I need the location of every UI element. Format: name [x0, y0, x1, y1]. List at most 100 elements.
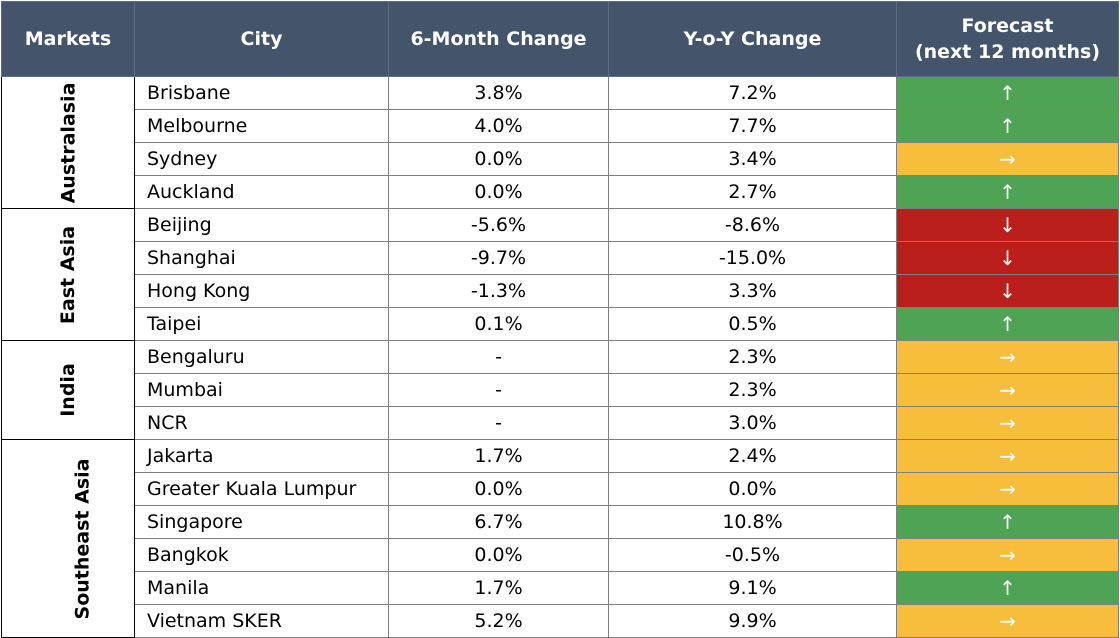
six-month-change-cell: - — [388, 340, 609, 374]
city-cell: Vietnam SKER — [134, 604, 389, 638]
header-forecast-line1: Forecast — [961, 15, 1054, 37]
six-month-change-cell: 0.0% — [388, 142, 609, 176]
six-month-change-cell: 0.0% — [388, 175, 609, 209]
table-row: Sydney 0.0% 3.4% → — [2, 142, 1119, 176]
arrow-up-icon: ↑ — [999, 312, 1016, 336]
six-month-change-cell: -1.3% — [388, 274, 609, 308]
city-cell: Taipei — [134, 307, 389, 341]
forecast-cell: ↑ — [896, 109, 1119, 143]
arrow-right-icon: → — [999, 378, 1016, 402]
arrow-right-icon: → — [999, 345, 1016, 369]
yoy-change-cell: 2.7% — [608, 175, 897, 209]
arrow-down-icon: ↓ — [999, 213, 1016, 237]
yoy-change-cell: 2.3% — [608, 340, 897, 374]
forecast-cell: → — [896, 439, 1119, 473]
city-cell: Auckland — [134, 175, 389, 209]
market-cell: India — [1, 340, 135, 440]
six-month-change-cell: 4.0% — [388, 109, 609, 143]
city-cell: Jakarta — [134, 439, 389, 473]
city-cell: Brisbane — [134, 76, 389, 110]
market-cell: Southeast Asia — [1, 439, 135, 638]
market-cell: Australasia — [1, 76, 135, 209]
city-cell: Bangkok — [134, 538, 389, 572]
header-forecast: Forecast (next 12 months) — [896, 1, 1119, 77]
forecast-cell: → — [896, 142, 1119, 176]
table-body: Australasia Brisbane 3.8% 7.2% ↑ Melbourne 4.0… — [1, 76, 1119, 638]
arrow-right-icon: → — [999, 444, 1016, 468]
arrow-down-icon: ↓ — [999, 246, 1016, 270]
six-month-change-cell: -5.6% — [388, 208, 609, 242]
six-month-change-cell: 0.0% — [388, 472, 609, 506]
market-label: India — [57, 363, 79, 417]
table-row: Singapore 6.7% 10.8% ↑ — [2, 505, 1119, 539]
city-cell: Beijing — [134, 208, 389, 242]
header-yoy-change: Y-o-Y Change — [608, 1, 897, 77]
city-cell: Bengaluru — [134, 340, 389, 374]
table-row: Melbourne 4.0% 7.7% ↑ — [2, 109, 1119, 143]
yoy-change-cell: 7.7% — [608, 109, 897, 143]
six-month-change-cell: 6.7% — [388, 505, 609, 539]
yoy-change-cell: 2.3% — [608, 373, 897, 407]
yoy-change-cell: 10.8% — [608, 505, 897, 539]
six-month-change-cell: - — [388, 373, 609, 407]
arrow-right-icon: → — [999, 609, 1016, 633]
table-header: Markets City 6-Month Change Y-o-Y Change… — [1, 1, 1119, 77]
yoy-change-cell: -0.5% — [608, 538, 897, 572]
yoy-change-cell: 0.5% — [608, 307, 897, 341]
table-row: Auckland 0.0% 2.7% ↑ — [2, 175, 1119, 209]
yoy-change-cell: -15.0% — [608, 241, 897, 275]
city-cell: Greater Kuala Lumpur — [134, 472, 389, 506]
yoy-change-cell: 2.4% — [608, 439, 897, 473]
forecast-cell: → — [896, 340, 1119, 374]
forecast-cell: ↑ — [896, 307, 1119, 341]
table-row: Mumbai -2.3% → — [2, 373, 1119, 407]
city-cell: NCR — [134, 406, 389, 440]
market-label: East Asia — [57, 225, 79, 324]
table-row: NCR -3.0% → — [2, 406, 1119, 440]
arrow-up-icon: ↑ — [999, 81, 1016, 105]
forecast-cell: ↑ — [896, 571, 1119, 605]
arrow-up-icon: ↑ — [999, 576, 1016, 600]
yoy-change-cell: 0.0% — [608, 472, 897, 506]
market-label: Australasia — [56, 82, 79, 203]
forecast-cell: ↓ — [896, 241, 1119, 275]
arrow-down-icon: ↓ — [999, 279, 1016, 303]
table-row: Shanghai -9.7% -15.0% ↓ — [2, 241, 1119, 275]
header-markets: Markets — [1, 1, 135, 77]
six-month-change-cell: 0.0% — [388, 538, 609, 572]
arrow-up-icon: ↑ — [999, 114, 1016, 138]
arrow-right-icon: → — [999, 147, 1016, 171]
header-city: City — [134, 1, 389, 77]
six-month-change-cell: 1.7% — [388, 571, 609, 605]
city-cell: Melbourne — [134, 109, 389, 143]
table-row: Taipei 0.1% 0.5% ↑ — [2, 307, 1119, 341]
forecast-cell: ↓ — [896, 274, 1119, 308]
yoy-change-cell: 3.4% — [608, 142, 897, 176]
forecast-cell: → — [896, 373, 1119, 407]
forecast-cell: → — [896, 406, 1119, 440]
arrow-up-icon: ↑ — [999, 180, 1016, 204]
table-row: India Bengaluru -2.3% → — [1, 340, 1119, 440]
city-cell: Manila — [134, 571, 389, 605]
six-month-change-cell: - — [388, 406, 609, 440]
forecast-cell: → — [896, 472, 1119, 506]
arrow-right-icon: → — [999, 543, 1016, 567]
header-forecast-line2: (next 12 months) — [914, 41, 1101, 63]
forecast-cell: ↑ — [896, 505, 1119, 539]
yoy-change-cell: 9.1% — [608, 571, 897, 605]
six-month-change-cell: 3.8% — [388, 76, 609, 110]
forecast-cell: ↓ — [896, 208, 1119, 242]
table-row: East Asia Beijing -5.6% -8.6% ↓ — [1, 208, 1119, 341]
table-row: Manila 1.7% 9.1% ↑ — [2, 571, 1119, 605]
city-cell: Shanghai — [134, 241, 389, 275]
table-row: Bangkok 0.0% -0.5% → — [2, 538, 1119, 572]
arrow-right-icon: → — [999, 411, 1016, 435]
forecast-cell: ↑ — [896, 175, 1119, 209]
forecast-cell: → — [896, 538, 1119, 572]
yoy-change-cell: 7.2% — [608, 76, 897, 110]
six-month-change-cell: 5.2% — [388, 604, 609, 638]
forecast-cell: ↑ — [896, 76, 1119, 110]
table-row: Australasia Brisbane 3.8% 7.2% ↑ — [1, 76, 1119, 209]
table-row: Greater Kuala Lumpur 0.0% 0.0% → — [2, 472, 1119, 506]
